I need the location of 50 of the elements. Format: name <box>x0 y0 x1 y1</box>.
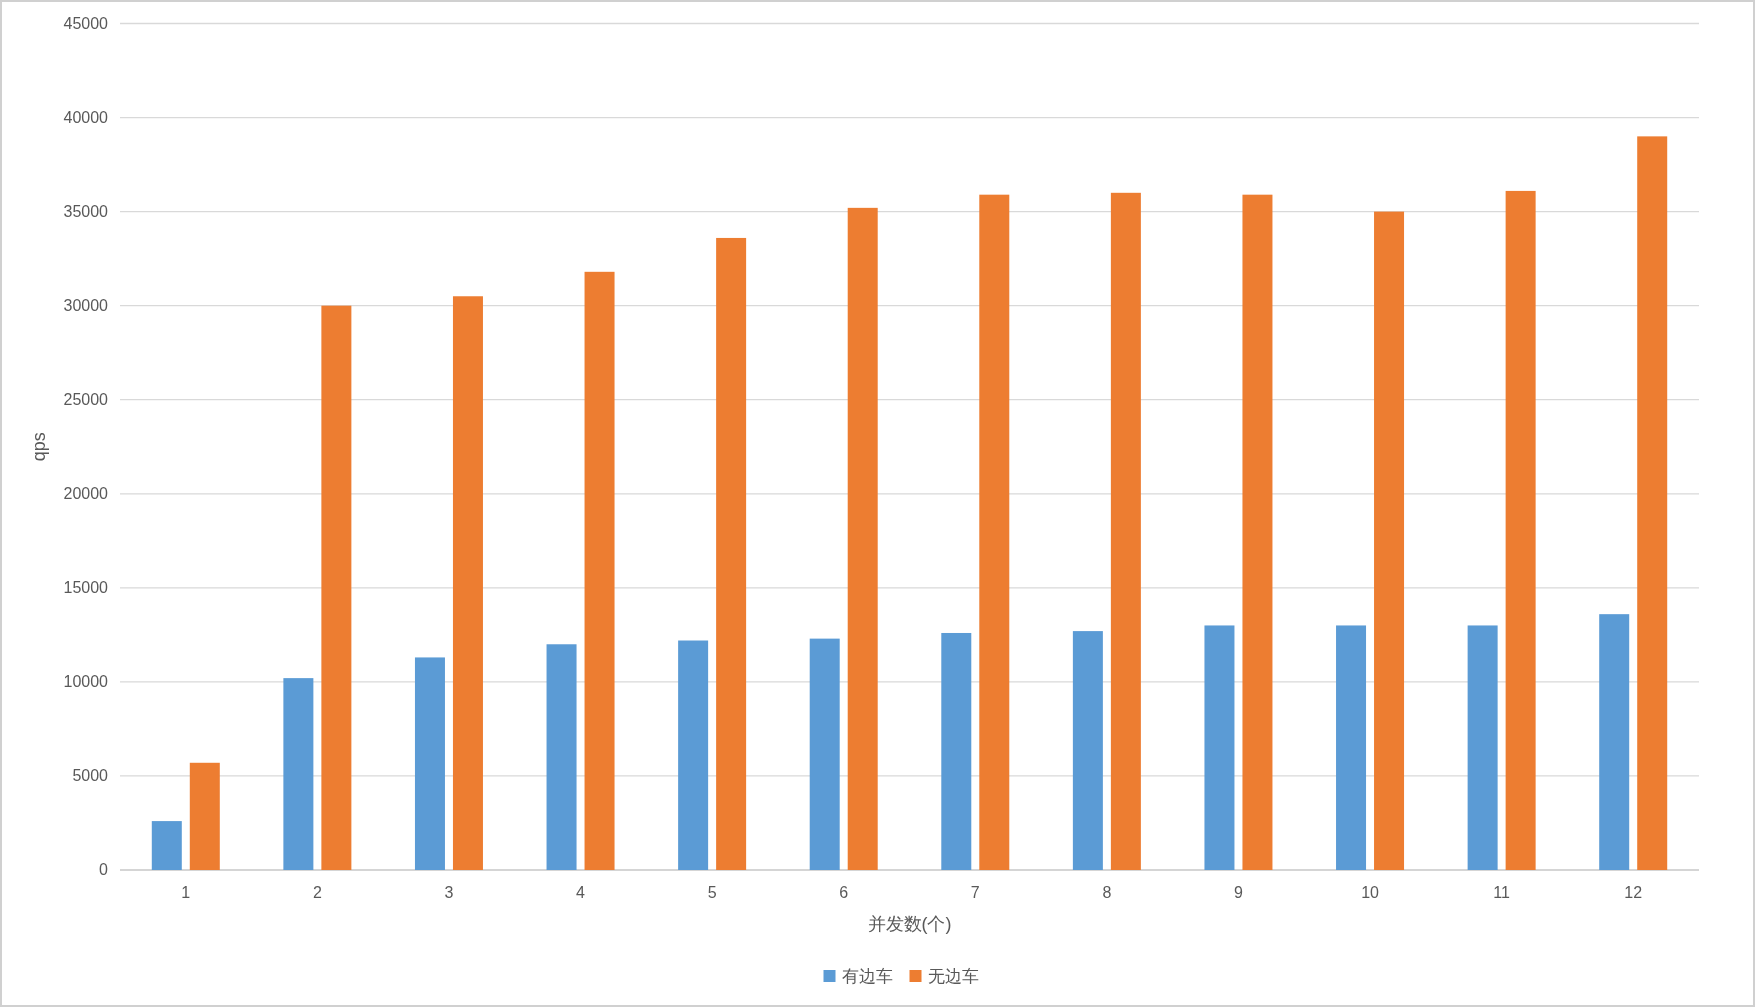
x-tick-label: 12 <box>1624 884 1643 901</box>
bar <box>321 305 352 870</box>
bar <box>1467 625 1498 870</box>
x-tick-label: 3 <box>444 884 454 901</box>
x-tick-label: 5 <box>707 884 717 901</box>
x-tick-label: 10 <box>1361 884 1380 901</box>
y-tick-label: 40000 <box>63 108 109 126</box>
x-tick-label: 8 <box>1102 884 1112 901</box>
bar <box>809 638 840 870</box>
bar <box>1336 625 1367 870</box>
x-tick-label: 9 <box>1234 884 1244 901</box>
bar <box>452 296 483 870</box>
bar <box>283 678 314 870</box>
x-tick-label: 7 <box>970 884 980 901</box>
bar <box>546 644 577 870</box>
x-tick-label: 2 <box>312 884 322 901</box>
bar <box>1072 631 1103 870</box>
bar <box>1505 190 1536 870</box>
y-tick-label: 15000 <box>63 578 109 596</box>
x-tick-label: 1 <box>181 884 191 901</box>
bar <box>151 821 182 870</box>
x-tick-label: 11 <box>1493 884 1511 901</box>
bar <box>847 207 878 870</box>
bar <box>1374 211 1405 870</box>
legend-label: 有边车 <box>841 967 893 986</box>
y-tick-label: 25000 <box>63 390 109 408</box>
bar <box>1599 614 1630 870</box>
x-axis-title: 并发数(个) <box>867 914 952 934</box>
bar <box>1242 194 1273 870</box>
bar <box>414 657 445 870</box>
bar <box>189 762 220 870</box>
y-tick-label: 10000 <box>63 672 109 690</box>
bar <box>1110 192 1141 870</box>
y-tick-label: 0 <box>99 861 109 878</box>
bar <box>1204 625 1235 870</box>
x-tick-label: 4 <box>576 884 586 901</box>
bar <box>678 640 709 870</box>
y-axis-title: qps <box>29 432 49 462</box>
y-tick-label: 5000 <box>72 766 109 784</box>
y-tick-label: 20000 <box>63 484 109 502</box>
x-tick-label: 6 <box>839 884 849 901</box>
y-tick-label: 35000 <box>63 202 109 220</box>
bar <box>584 271 615 870</box>
bar <box>941 632 972 870</box>
bar <box>716 237 747 870</box>
y-tick-label: 30000 <box>63 296 109 314</box>
bar <box>1637 136 1668 870</box>
bar <box>979 194 1010 870</box>
legend-label: 无边车 <box>927 967 979 986</box>
y-tick-label: 45000 <box>63 14 109 32</box>
